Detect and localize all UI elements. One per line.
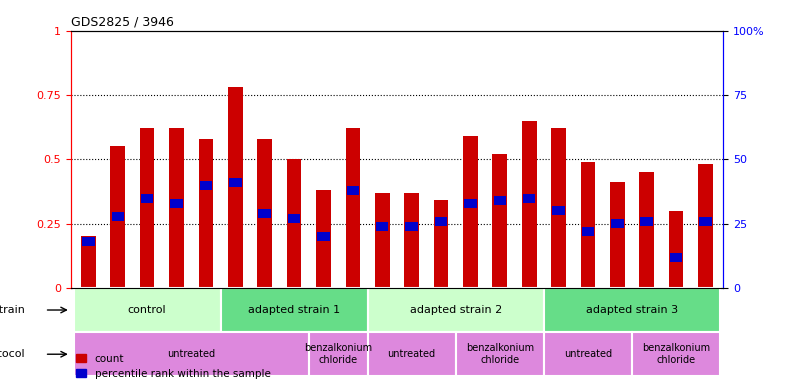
Text: adapted strain 1: adapted strain 1 (248, 305, 340, 315)
Bar (465, 199, 476, 208)
FancyBboxPatch shape (74, 332, 309, 376)
Bar (257, 139, 272, 288)
Bar (611, 219, 623, 228)
Text: GSM154808: GSM154808 (260, 293, 269, 348)
Text: GSM154803: GSM154803 (172, 293, 181, 348)
Bar (700, 217, 712, 226)
Text: GSM154819: GSM154819 (319, 293, 328, 348)
Text: GSM154806: GSM154806 (378, 293, 387, 348)
Bar (463, 136, 478, 288)
Text: adapted strain 2: adapted strain 2 (410, 305, 501, 315)
Bar (140, 129, 155, 288)
Text: GSM153894: GSM153894 (84, 293, 93, 348)
Text: GSM154807: GSM154807 (554, 293, 563, 348)
Bar (171, 199, 183, 208)
FancyBboxPatch shape (368, 288, 544, 332)
Bar (669, 211, 684, 288)
Bar (259, 209, 271, 218)
FancyBboxPatch shape (632, 332, 720, 376)
Bar (639, 172, 654, 288)
Text: control: control (128, 305, 167, 315)
Text: adapted strain 3: adapted strain 3 (586, 305, 678, 315)
Bar (375, 193, 390, 288)
Text: GSM154825: GSM154825 (701, 293, 710, 348)
Text: GSM154813: GSM154813 (613, 293, 622, 348)
FancyBboxPatch shape (221, 288, 368, 332)
FancyBboxPatch shape (74, 288, 221, 332)
Text: GSM154802: GSM154802 (142, 293, 152, 348)
Text: GSM154814: GSM154814 (289, 293, 299, 348)
Bar (287, 159, 301, 288)
Text: GSM154801: GSM154801 (113, 293, 123, 348)
Bar (641, 217, 653, 226)
Bar (316, 190, 331, 288)
Bar (228, 87, 243, 288)
FancyBboxPatch shape (544, 288, 720, 332)
Text: GDS2825 / 3946: GDS2825 / 3946 (71, 15, 174, 28)
Bar (435, 217, 447, 226)
Bar (110, 146, 125, 288)
Text: GSM154805: GSM154805 (231, 293, 240, 348)
Text: GSM154810: GSM154810 (583, 293, 593, 348)
FancyBboxPatch shape (309, 332, 368, 376)
FancyBboxPatch shape (456, 332, 544, 376)
Bar (200, 180, 212, 190)
Bar (318, 232, 329, 241)
Bar (346, 129, 360, 288)
Bar (493, 154, 507, 288)
Bar (347, 186, 359, 195)
Text: untreated: untreated (387, 349, 435, 359)
Text: growth protocol: growth protocol (0, 349, 25, 359)
Text: strain: strain (0, 305, 25, 315)
Bar (404, 193, 419, 288)
Bar (169, 129, 184, 288)
Bar (434, 200, 448, 288)
Text: GSM154804: GSM154804 (201, 293, 211, 348)
FancyBboxPatch shape (544, 332, 632, 376)
Text: GSM154812: GSM154812 (436, 293, 446, 348)
Bar (698, 164, 713, 288)
Text: GSM154821: GSM154821 (671, 293, 681, 348)
Bar (523, 194, 535, 202)
Text: GSM154824: GSM154824 (525, 293, 534, 348)
Bar (582, 227, 594, 236)
Bar (610, 182, 625, 288)
Text: GSM154816: GSM154816 (466, 293, 475, 348)
Bar (376, 222, 388, 231)
Bar (199, 139, 213, 288)
Bar (551, 129, 566, 288)
Text: GSM154818: GSM154818 (642, 293, 652, 348)
Bar (494, 196, 506, 205)
Bar (112, 212, 124, 220)
Text: GSM154809: GSM154809 (407, 293, 416, 348)
Bar (229, 178, 241, 187)
Text: untreated: untreated (564, 349, 612, 359)
Bar (553, 206, 565, 215)
Text: benzalkonium
chloride: benzalkonium chloride (466, 343, 534, 365)
Bar (288, 214, 300, 223)
FancyBboxPatch shape (368, 332, 456, 376)
Text: benzalkonium
chloride: benzalkonium chloride (642, 343, 711, 365)
Bar (406, 222, 418, 231)
Text: GSM154823: GSM154823 (348, 293, 358, 348)
Bar (82, 237, 94, 246)
Bar (141, 194, 153, 202)
Bar (522, 121, 537, 288)
Text: GSM154820: GSM154820 (495, 293, 505, 348)
Text: untreated: untreated (167, 349, 215, 359)
Text: benzalkonium
chloride: benzalkonium chloride (304, 343, 373, 365)
Legend: count, percentile rank within the sample: count, percentile rank within the sample (76, 354, 270, 379)
Bar (670, 253, 682, 262)
Bar (581, 162, 595, 288)
Bar (81, 237, 96, 288)
